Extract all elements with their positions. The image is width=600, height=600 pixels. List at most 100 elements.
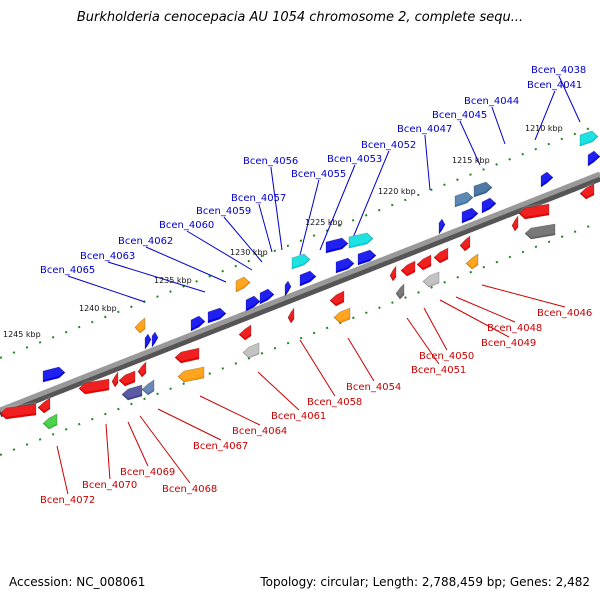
- gene-arrow[interactable]: [454, 190, 474, 208]
- gene-label-bcen_4070[interactable]: Bcen_4070: [82, 480, 137, 491]
- leader-line: [299, 339, 336, 397]
- gene-label-bcen_4049[interactable]: Bcen_4049: [481, 338, 536, 349]
- gene-arrow[interactable]: [335, 256, 355, 274]
- gene-arrow[interactable]: [357, 248, 377, 266]
- gene-label-bcen_4059[interactable]: Bcen_4059: [196, 206, 251, 217]
- gene-arrow[interactable]: [518, 202, 550, 220]
- gene-label-bcen_4062[interactable]: Bcen_4062: [118, 236, 173, 247]
- gene-label-bcen_4044[interactable]: Bcen_4044: [464, 96, 519, 107]
- leader-line: [258, 203, 273, 253]
- gene-arrow[interactable]: [465, 252, 479, 270]
- gene-arrow[interactable]: [151, 330, 159, 348]
- gene-arrow[interactable]: [42, 365, 66, 383]
- leader-line: [127, 421, 149, 467]
- gene-label-bcen_4064[interactable]: Bcen_4064: [232, 426, 287, 437]
- gene-label-bcen_4067[interactable]: Bcen_4067: [193, 441, 248, 452]
- topology-text: Topology: circular; Length: 2,788,459 bp…: [260, 575, 590, 589]
- gene-arrow[interactable]: [291, 252, 311, 270]
- leader-line: [270, 166, 283, 251]
- gene-label-bcen_4047[interactable]: Bcen_4047: [397, 124, 452, 135]
- gene-arrow[interactable]: [329, 289, 345, 307]
- gene-label-bcen_4061[interactable]: Bcen_4061: [271, 411, 326, 422]
- gene-arrow[interactable]: [190, 314, 206, 332]
- gene-label-bcen_4072[interactable]: Bcen_4072: [40, 495, 95, 506]
- gene-arrow[interactable]: [540, 170, 554, 188]
- gene-arrow[interactable]: [438, 217, 446, 235]
- leader-line: [257, 371, 300, 411]
- leader-line: [157, 408, 222, 441]
- gene-arrow[interactable]: [461, 206, 479, 224]
- gene-label-bcen_4045[interactable]: Bcen_4045: [432, 110, 487, 121]
- gene-label-bcen_4041[interactable]: Bcen_4041: [527, 80, 582, 91]
- gene-label-bcen_4054[interactable]: Bcen_4054: [346, 382, 401, 393]
- gene-arrow[interactable]: [207, 306, 227, 324]
- gene-arrow[interactable]: [174, 346, 200, 364]
- gene-arrow[interactable]: [579, 129, 599, 147]
- tick-label: 1215 kbp: [452, 156, 490, 165]
- gene-label-bcen_4050[interactable]: Bcen_4050: [419, 351, 474, 362]
- gene-arrow[interactable]: [284, 279, 292, 297]
- tick-label: 1235 kbp: [154, 276, 192, 285]
- leader-line: [107, 261, 206, 293]
- gene-arrow[interactable]: [389, 264, 397, 282]
- gene-label-bcen_4056[interactable]: Bcen_4056: [243, 156, 298, 167]
- leader-line: [145, 246, 227, 283]
- gene-arrow[interactable]: [433, 246, 449, 264]
- gene-arrow[interactable]: [348, 231, 374, 249]
- leader-line: [481, 284, 566, 308]
- gene-label-bcen_4046[interactable]: Bcen_4046: [537, 308, 592, 319]
- leader-line: [223, 216, 263, 263]
- gene-arrow[interactable]: [511, 214, 519, 232]
- gene-arrow[interactable]: [121, 383, 143, 401]
- gene-arrow[interactable]: [134, 316, 146, 334]
- gene-arrow[interactable]: [141, 378, 155, 396]
- gene-label-bcen_4048[interactable]: Bcen_4048: [487, 323, 542, 334]
- gene-label-bcen_4065[interactable]: Bcen_4065: [40, 265, 95, 276]
- gene-arrow[interactable]: [37, 396, 51, 414]
- gene-arrow[interactable]: [0, 402, 37, 420]
- leader-line: [349, 150, 390, 246]
- gene-arrow[interactable]: [111, 370, 119, 388]
- gene-arrow[interactable]: [118, 369, 136, 387]
- gene-arrow[interactable]: [245, 294, 261, 312]
- gene-label-bcen_4068[interactable]: Bcen_4068: [162, 484, 217, 495]
- gene-label-bcen_4063[interactable]: Bcen_4063: [80, 251, 135, 262]
- gene-arrow[interactable]: [137, 360, 147, 378]
- gene-label-bcen_4052[interactable]: Bcen_4052: [361, 140, 416, 151]
- gene-label-bcen_4058[interactable]: Bcen_4058: [307, 397, 362, 408]
- gene-arrow[interactable]: [299, 269, 317, 287]
- gene-arrow[interactable]: [238, 323, 252, 341]
- map-title: Burkholderia cenocepacia AU 1054 chromos…: [76, 10, 524, 25]
- gene-arrow[interactable]: [325, 236, 349, 254]
- tick-label: 1230 kbp: [230, 248, 268, 257]
- tick-label: 1210 kbp: [525, 124, 563, 133]
- gene-arrow[interactable]: [395, 282, 405, 300]
- gene-arrow[interactable]: [587, 149, 600, 167]
- leader-line: [439, 299, 510, 338]
- gene-arrow[interactable]: [144, 332, 152, 350]
- gene-label-bcen_4057[interactable]: Bcen_4057: [231, 193, 286, 204]
- gene-arrow[interactable]: [400, 259, 416, 277]
- gene-arrow[interactable]: [259, 287, 275, 305]
- gene-label-bcen_4051[interactable]: Bcen_4051: [411, 365, 466, 376]
- gene-arrow[interactable]: [333, 306, 351, 324]
- gene-label-bcen_4069[interactable]: Bcen_4069: [120, 467, 175, 478]
- gene-label-bcen_4055[interactable]: Bcen_4055: [291, 169, 346, 180]
- gene-arrow[interactable]: [416, 253, 432, 271]
- gene-label-bcen_4038[interactable]: Bcen_4038: [531, 65, 586, 76]
- gene-arrow[interactable]: [459, 234, 471, 252]
- leader-line: [491, 106, 506, 145]
- gene-arrow[interactable]: [287, 306, 295, 324]
- gene-arrow[interactable]: [524, 222, 556, 240]
- gene-label-bcen_4053[interactable]: Bcen_4053: [327, 154, 382, 165]
- gene-arrow[interactable]: [78, 377, 110, 395]
- gene-arrow[interactable]: [177, 365, 205, 383]
- gene-label-bcen_4060[interactable]: Bcen_4060: [159, 220, 214, 231]
- gene-arrow[interactable]: [579, 182, 595, 200]
- gene-arrow[interactable]: [473, 180, 493, 198]
- gene-arrow[interactable]: [242, 341, 260, 359]
- gene-arrow[interactable]: [42, 412, 58, 430]
- gene-arrow[interactable]: [481, 196, 497, 214]
- gene-arrow[interactable]: [235, 275, 251, 293]
- gene-arrow[interactable]: [422, 270, 440, 288]
